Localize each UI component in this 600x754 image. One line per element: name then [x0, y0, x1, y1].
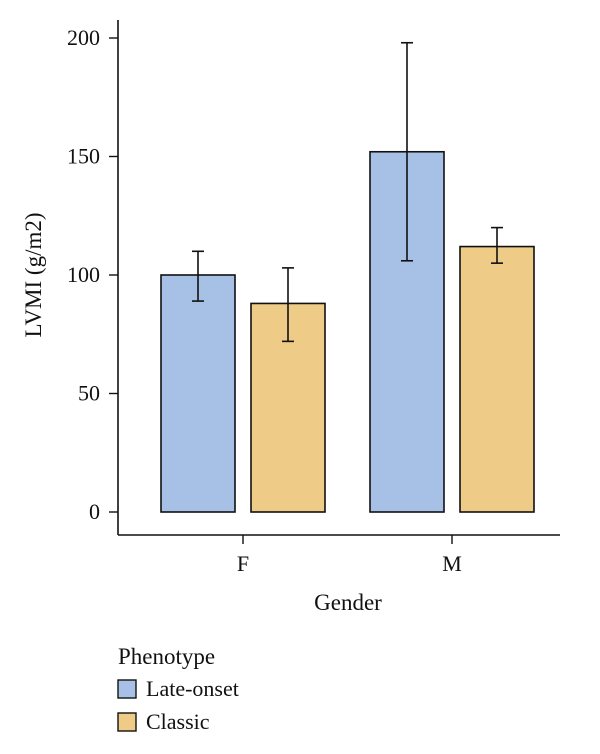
legend-label: Late-onset: [146, 676, 239, 701]
legend-label: Classic: [146, 709, 210, 734]
y-tick-label: 100: [67, 262, 100, 287]
error-bar: [282, 267, 294, 343]
y-tick-label: 200: [67, 25, 100, 50]
error-bars: [192, 41, 503, 343]
y-axis-title: LVMI (g/m2): [21, 212, 46, 337]
x-axis-title: Gender: [314, 590, 382, 615]
y-tick-label: 150: [67, 144, 100, 169]
bars: [160, 150, 535, 513]
axes: [117, 20, 560, 536]
y-tick-label: 0: [89, 499, 100, 524]
y-ticks: 0 50 100 150 200: [67, 25, 118, 524]
x-tick-label: F: [237, 551, 249, 576]
y-tick-label: 50: [78, 381, 100, 406]
x-tick-label: M: [442, 551, 462, 576]
legend-swatch: [117, 679, 137, 699]
error-bar: [401, 41, 413, 262]
error-bar: [192, 250, 204, 302]
legend: Phenotype Late-onset Classic: [117, 644, 239, 734]
legend-title: Phenotype: [118, 644, 215, 669]
legend-swatch: [117, 712, 137, 732]
error-bar: [491, 226, 503, 264]
bar-classic-m: [459, 245, 535, 513]
bar-late-onset-f: [160, 274, 236, 513]
